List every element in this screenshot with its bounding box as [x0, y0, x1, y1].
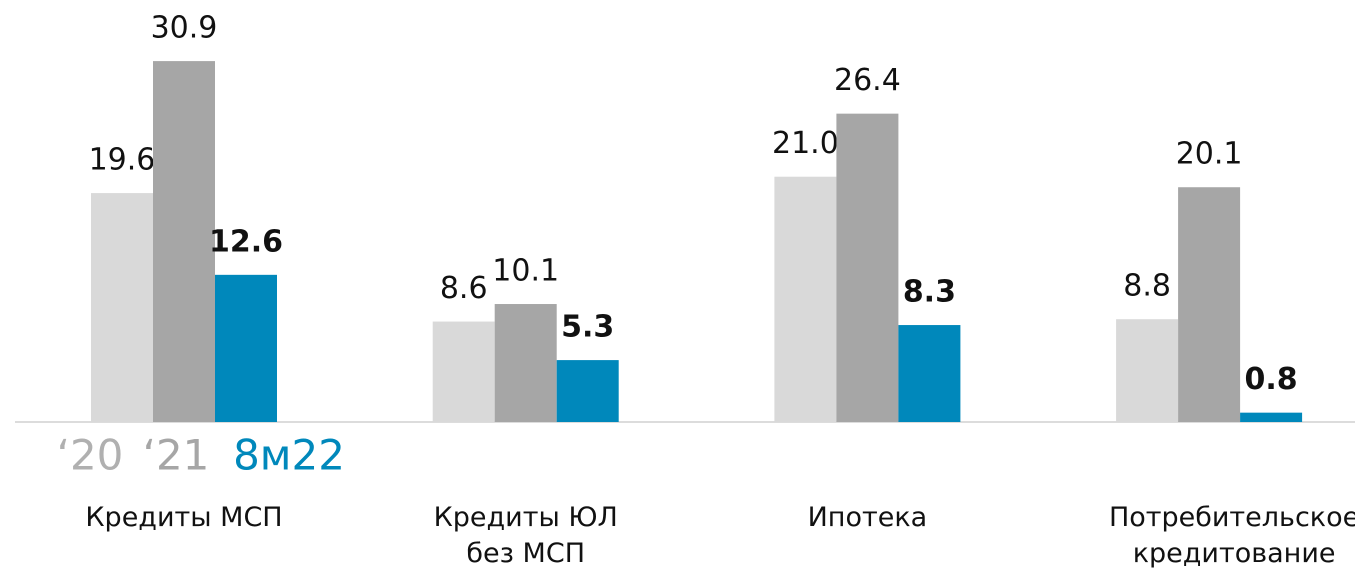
- bar: [774, 176, 837, 422]
- bar: [215, 274, 277, 422]
- bar: [836, 113, 899, 422]
- value-label: 26.4: [834, 63, 901, 98]
- legend-label: ‘20: [57, 431, 124, 480]
- value-label: 8.3: [903, 275, 956, 310]
- value-label: 0.8: [1245, 362, 1298, 397]
- category-label: Ипотека: [807, 502, 928, 533]
- bar: [556, 360, 619, 422]
- bar: [898, 325, 961, 422]
- bar: [1116, 319, 1179, 422]
- category-label: Кредиты МСП: [85, 502, 283, 533]
- bar: [153, 61, 215, 422]
- category-label: Кредиты ЮЛ без МСП: [433, 502, 618, 569]
- value-label: 8.8: [1123, 269, 1171, 304]
- bar: [494, 304, 557, 422]
- value-label: 5.3: [561, 310, 614, 345]
- legend-label: ‘21: [143, 431, 210, 480]
- value-label: 12.6: [209, 224, 283, 259]
- value-label: 10.1: [492, 254, 559, 289]
- value-label: 20.1: [1176, 137, 1243, 172]
- category-label: Потребительское кредитование: [1108, 502, 1355, 569]
- bar: [91, 193, 153, 422]
- legend-label: 8м22: [233, 431, 345, 480]
- bar: [1178, 187, 1241, 422]
- value-label: 8.6: [440, 271, 488, 306]
- value-label: 30.9: [151, 11, 218, 46]
- value-label: 19.6: [89, 143, 156, 178]
- value-label: 21.0: [772, 126, 839, 161]
- bar: [1240, 412, 1303, 422]
- bar: [432, 321, 495, 422]
